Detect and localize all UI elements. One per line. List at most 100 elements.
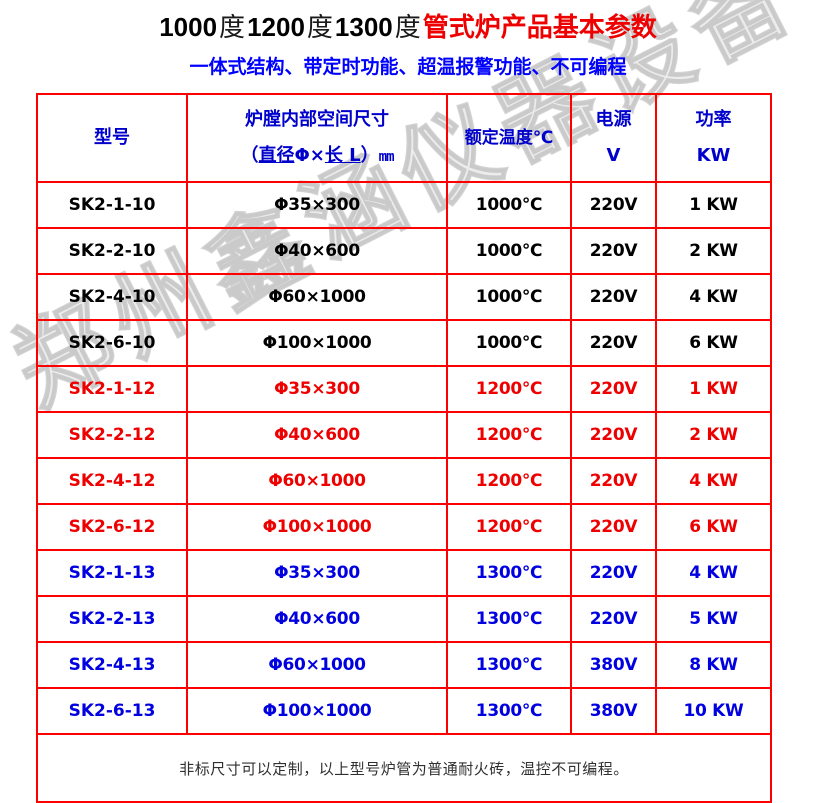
page-subtitle: 一体式结构、带定时功能、超温报警功能、不可编程: [189, 56, 627, 78]
header-phi-symbol: Φ×: [294, 145, 325, 166]
cell-chamber-size: Φ35×300: [186, 549, 448, 597]
cell-power: 2 KW: [655, 411, 772, 459]
footnote-text: 非标尺寸可以定制，以上型号炉管为普通耐火砖，温控不可编程。: [36, 733, 772, 803]
cell-power-source: 220V: [570, 227, 657, 275]
title-temp-1300: 1300: [334, 12, 393, 42]
title-unit-1: 度: [219, 13, 246, 43]
cell-rated-temperature: 1000℃: [446, 181, 572, 229]
cell-power-source: 220V: [570, 411, 657, 459]
table-row: SK2-4-13 Φ60×1000 1300℃ 380V 8 KW: [36, 641, 772, 689]
table-row: SK2-6-12 Φ100×1000 1200℃ 220V 6 KW: [36, 503, 772, 551]
table-body: SK2-1-10 Φ35×300 1000℃ 220V 1 KW SK2-2-10 Φ40×…: [36, 181, 772, 735]
cell-model: SK2-2-13: [36, 595, 188, 643]
cell-model: SK2-4-13: [36, 641, 188, 689]
title-block: 1000度1200度1300度管式炉产品基本参数 一体式结构、带定时功能、超温报…: [0, 0, 816, 79]
table-row: SK2-1-13 Φ35×300 1300℃ 220V 4 KW: [36, 549, 772, 597]
cell-power-source: 220V: [570, 319, 657, 367]
cell-chamber-size: Φ60×1000: [186, 457, 448, 505]
cell-chamber-size: Φ100×1000: [186, 503, 448, 551]
cell-chamber-size: Φ40×600: [186, 595, 448, 643]
header-rated-temp-label: 额定温度℃: [464, 127, 554, 148]
table-row: SK2-2-12 Φ40×600 1200℃ 220V 2 KW: [36, 411, 772, 459]
header-chamber-line2: （直径Φ×长 L）mm: [188, 144, 446, 168]
table-row: SK2-1-12 Φ35×300 1200℃ 220V 1 KW: [36, 365, 772, 413]
header-power-source: 电源 V: [570, 93, 657, 183]
cell-power-source: 380V: [570, 687, 657, 735]
header-power-source-unit: V: [606, 145, 621, 166]
cell-power: 1 KW: [655, 181, 772, 229]
page-title: 1000度1200度1300度管式炉产品基本参数: [0, 12, 816, 43]
cell-chamber-size: Φ100×1000: [186, 319, 448, 367]
table-row: SK2-6-13 Φ100×1000 1300℃ 380V 10 KW: [36, 687, 772, 735]
title-temp-1200: 1200: [247, 12, 305, 42]
cell-power-source: 220V: [570, 273, 657, 321]
cell-chamber-size: Φ60×1000: [186, 273, 448, 321]
cell-rated-temperature: 1200℃: [446, 503, 572, 551]
cell-model: SK2-1-10: [36, 181, 188, 229]
title-unit-3: 度: [394, 13, 421, 43]
cell-power-source: 220V: [570, 457, 657, 505]
cell-power: 5 KW: [655, 595, 772, 643]
title-product-name: 管式炉产品基本参数: [422, 13, 657, 43]
cell-model: SK2-4-12: [36, 457, 188, 505]
cell-rated-temperature: 1000℃: [446, 273, 572, 321]
cell-model: SK2-2-12: [36, 411, 188, 459]
cell-power: 6 KW: [655, 319, 772, 367]
table-row: SK2-1-10 Φ35×300 1000℃ 220V 1 KW: [36, 181, 772, 229]
header-row: 型号 炉膛内部空间尺寸 （直径Φ×长 L）mm 额定温度℃ 电源 V 功率 KW: [36, 93, 772, 183]
cell-power-source: 220V: [570, 595, 657, 643]
table-row: SK2-2-13 Φ40×600 1300℃ 220V 5 KW: [36, 595, 772, 643]
table-row: SK2-6-10 Φ100×1000 1000℃ 220V 6 KW: [36, 319, 772, 367]
table-footer: 非标尺寸可以定制，以上型号炉管为普通耐火砖，温控不可编程。: [36, 733, 772, 803]
cell-power: 1 KW: [655, 365, 772, 413]
header-model-label: 型号: [94, 126, 130, 148]
header-unit-mm: mm: [378, 149, 395, 165]
cell-model: SK2-4-10: [36, 273, 188, 321]
cell-power: 4 KW: [655, 457, 772, 505]
cell-power-source: 380V: [570, 641, 657, 689]
cell-power-source: 220V: [570, 503, 657, 551]
cell-rated-temperature: 1000℃: [446, 319, 572, 367]
header-length-label: 长 L: [324, 145, 361, 166]
spec-table-container: 型号 炉膛内部空间尺寸 （直径Φ×长 L）mm 额定温度℃ 电源 V 功率 KW: [36, 93, 772, 803]
cell-chamber-size: Φ100×1000: [186, 687, 448, 735]
cell-rated-temperature: 1200℃: [446, 365, 572, 413]
table-row: SK2-4-10 Φ60×1000 1000℃ 220V 4 KW: [36, 273, 772, 321]
cell-rated-temperature: 1300℃: [446, 595, 572, 643]
cell-rated-temperature: 1300℃: [446, 641, 572, 689]
cell-chamber-size: Φ40×600: [186, 411, 448, 459]
cell-power: 6 KW: [655, 503, 772, 551]
cell-power: 10 KW: [655, 687, 772, 735]
header-power-source-label: 电源: [595, 108, 632, 130]
spec-table: 型号 炉膛内部空间尺寸 （直径Φ×长 L）mm 额定温度℃ 电源 V 功率 KW: [36, 93, 772, 803]
cell-rated-temperature: 1200℃: [446, 457, 572, 505]
footnote-row: 非标尺寸可以定制，以上型号炉管为普通耐火砖，温控不可编程。: [36, 733, 772, 803]
cell-model: SK2-1-12: [36, 365, 188, 413]
header-power-label: 功率: [695, 108, 732, 130]
header-rated-temperature: 额定温度℃: [446, 93, 572, 183]
cell-power: 8 KW: [655, 641, 772, 689]
cell-rated-temperature: 1300℃: [446, 687, 572, 735]
cell-model: SK2-6-13: [36, 687, 188, 735]
cell-power-source: 220V: [570, 549, 657, 597]
cell-chamber-size: Φ60×1000: [186, 641, 448, 689]
header-paren-open: （: [240, 145, 259, 166]
cell-model: SK2-6-12: [36, 503, 188, 551]
cell-rated-temperature: 1200℃: [446, 411, 572, 459]
cell-power: 2 KW: [655, 227, 772, 275]
cell-rated-temperature: 1300℃: [446, 549, 572, 597]
table-row: SK2-4-12 Φ60×1000 1200℃ 220V 4 KW: [36, 457, 772, 505]
cell-rated-temperature: 1000℃: [446, 227, 572, 275]
header-chamber-size: 炉膛内部空间尺寸 （直径Φ×长 L）mm: [186, 93, 448, 183]
header-paren-close: ）: [360, 145, 379, 166]
cell-model: SK2-1-13: [36, 549, 188, 597]
header-power: 功率 KW: [655, 93, 772, 183]
cell-chamber-size: Φ40×600: [186, 227, 448, 275]
title-temp-1000: 1000: [159, 12, 218, 42]
table-row: SK2-2-10 Φ40×600 1000℃ 220V 2 KW: [36, 227, 772, 275]
cell-power-source: 220V: [570, 365, 657, 413]
header-power-unit: KW: [696, 145, 731, 166]
cell-model: SK2-2-10: [36, 227, 188, 275]
cell-chamber-size: Φ35×300: [186, 365, 448, 413]
cell-chamber-size: Φ35×300: [186, 181, 448, 229]
